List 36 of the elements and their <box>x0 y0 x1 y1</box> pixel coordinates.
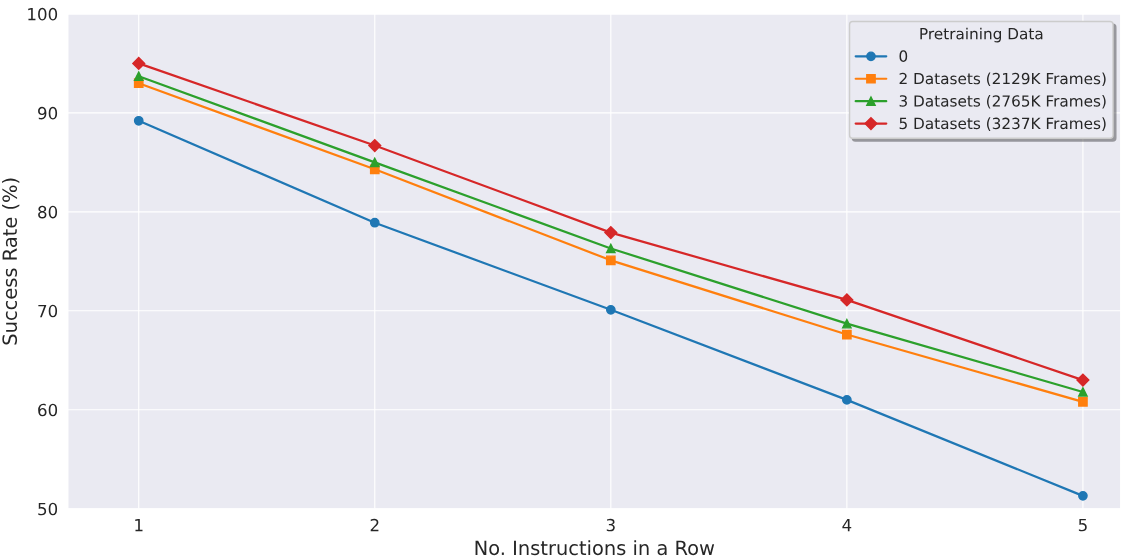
x-tick-label: 2 <box>370 518 379 532</box>
y-tick-label: 100 <box>28 7 58 21</box>
y-tick-label: 80 <box>38 205 58 219</box>
point <box>842 395 852 405</box>
point <box>605 304 616 315</box>
point <box>1078 387 1088 397</box>
y-tick-label: 70 <box>38 304 58 318</box>
point <box>842 329 852 340</box>
x-axis-title: No. Instructions in a Row <box>475 540 715 556</box>
point <box>1078 491 1088 501</box>
point <box>604 226 618 240</box>
x-tick-label: 5 <box>1078 518 1087 532</box>
x-tick-label: 1 <box>135 518 143 532</box>
point <box>605 243 616 254</box>
point <box>1076 373 1090 387</box>
point <box>842 318 852 329</box>
y-tick-label: 60 <box>38 403 58 417</box>
point <box>133 115 144 126</box>
point <box>1078 396 1088 407</box>
legend-label: 0 <box>899 50 908 62</box>
point <box>368 138 382 153</box>
legend-title: Pretraining Data <box>920 27 1043 43</box>
point <box>369 157 380 168</box>
x-tick-label: 4 <box>842 518 852 532</box>
legend-label: 2 Datasets (2129K Frames) <box>899 72 1106 87</box>
y-tick-label: 50 <box>38 502 58 516</box>
y-tick-label: 90 <box>38 106 58 120</box>
legend-label: 3 Datasets (2765K Frames) <box>899 94 1106 109</box>
x-tick-label: 3 <box>606 518 615 532</box>
point <box>840 293 854 307</box>
point <box>133 71 144 82</box>
point <box>369 217 380 228</box>
point <box>132 56 146 70</box>
point <box>605 255 616 266</box>
y-axis-title: Success Rate (%) <box>2 178 20 345</box>
legend-label: 5 Datasets (3237K Frames) <box>899 117 1106 131</box>
